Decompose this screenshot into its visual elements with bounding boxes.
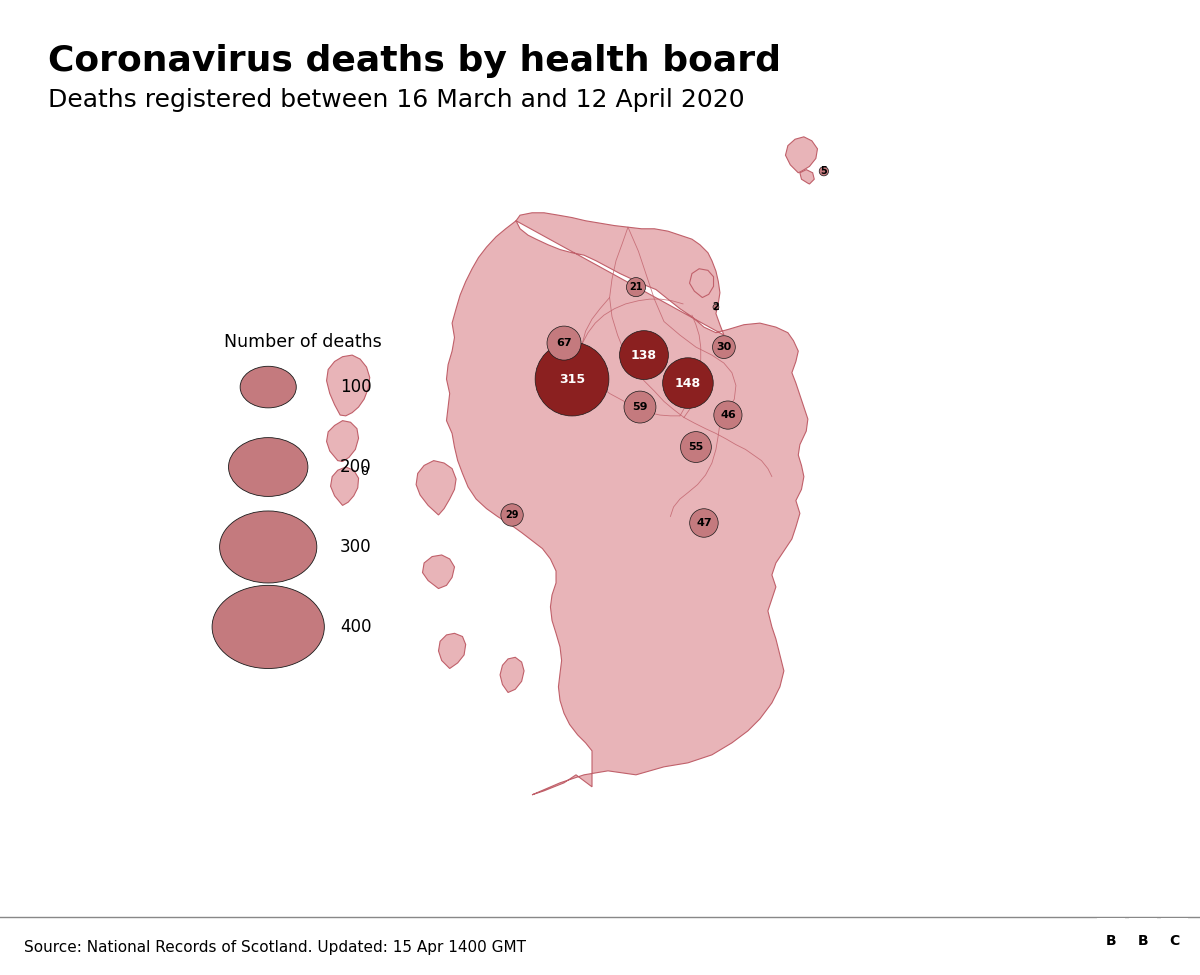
Text: Source: National Records of Scotland. Updated: 15 Apr 1400 GMT: Source: National Records of Scotland. Up… [24,940,526,955]
Circle shape [713,335,736,359]
Polygon shape [786,136,817,173]
Text: 300: 300 [340,538,372,556]
Polygon shape [326,420,359,461]
Ellipse shape [228,438,308,496]
Text: 55: 55 [689,442,703,452]
Circle shape [535,342,608,416]
Text: 30: 30 [716,342,732,352]
Text: 138: 138 [631,349,656,362]
Circle shape [680,432,712,462]
Text: 0: 0 [360,464,368,478]
Text: Coronavirus deaths by health board: Coronavirus deaths by health board [48,44,781,78]
Polygon shape [500,657,524,692]
Text: 200: 200 [340,458,372,476]
Text: 67: 67 [557,338,572,348]
Polygon shape [326,355,370,416]
Text: 100: 100 [340,378,372,396]
Text: 21: 21 [629,282,643,292]
Polygon shape [446,213,808,795]
Polygon shape [422,555,455,589]
Ellipse shape [212,585,324,669]
Text: 59: 59 [632,402,648,412]
Text: 5: 5 [821,166,827,176]
Ellipse shape [220,511,317,583]
Text: Deaths registered between 16 March and 12 April 2020: Deaths registered between 16 March and 1… [48,88,745,112]
Polygon shape [800,170,815,184]
Ellipse shape [240,367,296,408]
Circle shape [714,401,742,429]
Circle shape [619,331,668,379]
Text: 400: 400 [340,618,372,636]
Text: 315: 315 [559,372,586,385]
Circle shape [547,326,581,360]
Circle shape [626,278,646,296]
Polygon shape [416,460,456,515]
Polygon shape [438,634,466,669]
Text: 29: 29 [505,510,518,520]
Text: 2: 2 [713,302,719,312]
Circle shape [690,509,718,537]
Text: 148: 148 [674,376,701,390]
Circle shape [624,391,656,423]
Circle shape [713,304,719,310]
Text: 46: 46 [720,410,736,420]
Text: 47: 47 [696,518,712,528]
Polygon shape [690,269,714,297]
Circle shape [662,358,713,409]
Polygon shape [330,467,359,505]
Circle shape [820,167,828,176]
Circle shape [500,504,523,526]
Text: Number of deaths: Number of deaths [224,333,382,351]
